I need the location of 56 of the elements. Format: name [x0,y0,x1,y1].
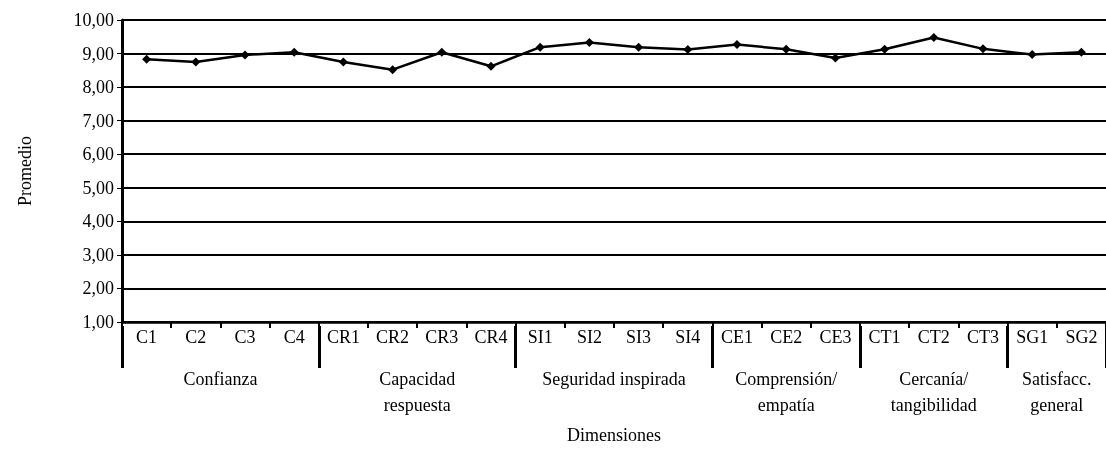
y-tick-label: 9,00 [82,43,114,64]
x-tick-label: CE1 [720,327,754,347]
point [338,57,348,67]
x-tick-label: CT3 [966,327,1000,347]
y-axis-title: Promedio [15,136,35,206]
x-tick-label: CE2 [770,327,803,347]
y-tick-label: 2,00 [82,278,114,299]
x-tick-label: CR4 [474,327,508,347]
x-tick-label: CT2 [917,327,950,347]
point [289,47,299,57]
text: Capacidad respuesta [379,369,456,415]
y-tick-label: 4,00 [82,211,114,232]
x-tick-label: CR3 [425,327,459,347]
point [191,57,201,67]
point [880,44,890,54]
x-tick-label: C3 [234,327,256,347]
point [978,44,988,54]
x-tick-label: SG1 [1016,327,1049,347]
x-tick-label: SI1 [527,327,553,347]
point [1027,50,1037,60]
x-tick-label: C2 [185,327,207,347]
x-tick-label: SI2 [576,327,602,347]
x-tick-label: SG2 [1065,327,1098,347]
x-tick-label: CE3 [819,327,852,347]
point [781,44,791,54]
x-tick-label: CR1 [326,327,360,347]
x-tick-label: C4 [283,327,305,347]
x-tick-label: CR2 [376,327,410,347]
y-tick-label: 6,00 [82,144,114,165]
y-tick-label: 5,00 [82,177,114,198]
point [240,50,250,60]
point [584,37,594,47]
x-tick-label: SI4 [675,327,701,347]
point [535,42,545,52]
y-tick-label: 1,00 [82,312,114,332]
text: Cercanía/ tangibilidad [890,369,977,415]
x-tick-label: CT1 [868,327,901,347]
x-axis-title: Dimensiones [567,425,661,445]
point [486,61,496,71]
y-tick-label: 3,00 [82,244,114,265]
text: Confianza [183,369,258,389]
point [388,65,398,75]
point [929,32,939,42]
point [1076,47,1086,57]
y-tick-label: 7,00 [82,110,114,131]
point [142,54,152,64]
text: Satisfacc. general [1022,369,1092,415]
point [732,40,742,49]
y-tick-label: 8,00 [82,77,114,98]
x-tick-label: C1 [136,327,158,347]
y-tick-label: 10,00 [73,10,114,30]
x-tick-label: SI3 [626,327,652,347]
point [437,47,447,57]
text: Comprensión/ empatía [735,369,838,415]
point [634,42,644,52]
text: Seguridad inspirada [542,369,686,389]
